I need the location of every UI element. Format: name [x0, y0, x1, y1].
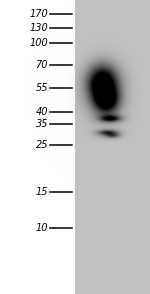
Text: 10: 10	[36, 223, 48, 233]
Text: 100: 100	[29, 38, 48, 48]
Text: 25: 25	[36, 140, 48, 150]
Text: 170: 170	[29, 9, 48, 19]
Text: 130: 130	[29, 23, 48, 33]
Text: 40: 40	[36, 107, 48, 117]
Text: 55: 55	[36, 83, 48, 93]
Text: 15: 15	[36, 187, 48, 197]
Text: 70: 70	[36, 60, 48, 70]
Text: 35: 35	[36, 119, 48, 129]
